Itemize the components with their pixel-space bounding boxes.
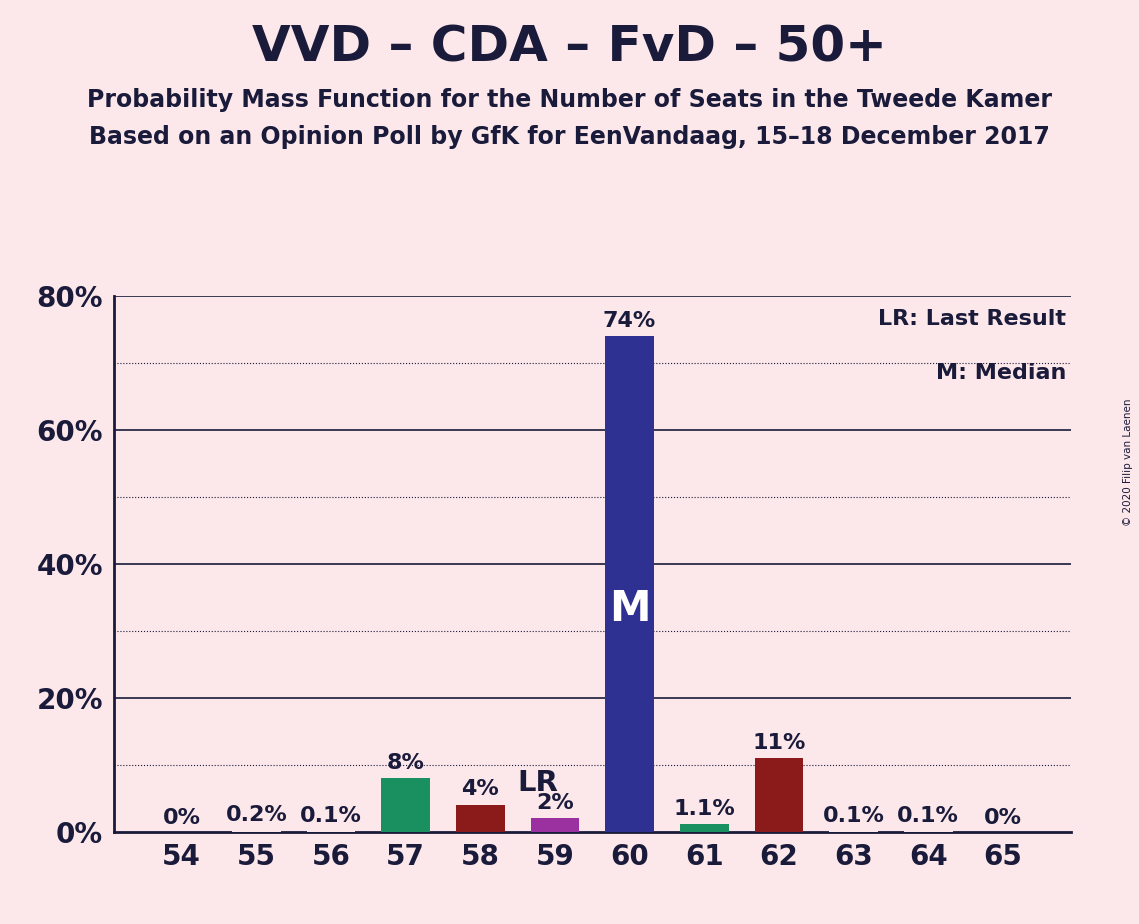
Bar xyxy=(755,758,803,832)
Text: 0%: 0% xyxy=(984,808,1022,828)
Text: 0.1%: 0.1% xyxy=(898,806,959,825)
Bar xyxy=(680,824,729,832)
Bar xyxy=(531,819,580,832)
Text: 8%: 8% xyxy=(387,753,425,772)
Text: M: Median: M: Median xyxy=(935,363,1066,383)
Text: © 2020 Filip van Laenen: © 2020 Filip van Laenen xyxy=(1123,398,1133,526)
Text: 11%: 11% xyxy=(752,733,805,752)
Bar xyxy=(456,805,505,832)
Text: 74%: 74% xyxy=(603,310,656,331)
Text: Probability Mass Function for the Number of Seats in the Tweede Kamer: Probability Mass Function for the Number… xyxy=(87,88,1052,112)
Bar xyxy=(232,831,280,832)
Text: 0.2%: 0.2% xyxy=(226,805,287,825)
Bar xyxy=(382,778,429,832)
Text: 0.1%: 0.1% xyxy=(822,806,885,825)
Text: 0%: 0% xyxy=(163,808,200,828)
Text: 2%: 2% xyxy=(536,793,574,813)
Text: Based on an Opinion Poll by GfK for EenVandaag, 15–18 December 2017: Based on an Opinion Poll by GfK for EenV… xyxy=(89,125,1050,149)
Text: LR: LR xyxy=(517,769,558,796)
Text: 4%: 4% xyxy=(461,780,499,799)
Text: 0.1%: 0.1% xyxy=(300,806,362,825)
Text: 1.1%: 1.1% xyxy=(673,799,735,819)
Text: VVD – CDA – FvD – 50+: VVD – CDA – FvD – 50+ xyxy=(252,23,887,71)
Text: M: M xyxy=(609,588,650,629)
Text: LR: Last Result: LR: Last Result xyxy=(878,310,1066,329)
Bar xyxy=(605,336,654,832)
